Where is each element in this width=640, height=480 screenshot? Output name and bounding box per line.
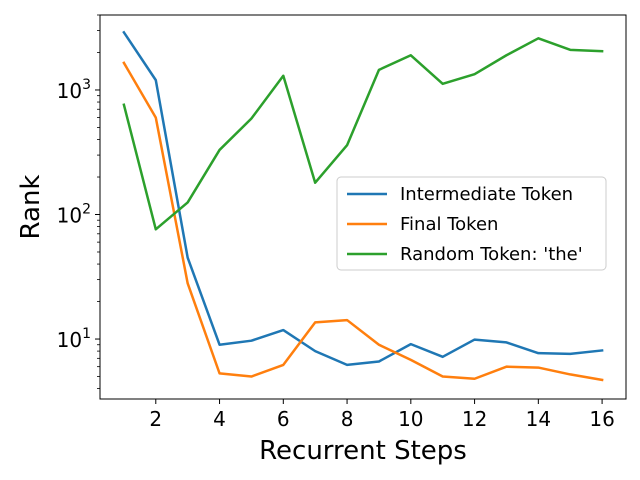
series-line-0 [122, 30, 604, 367]
series-line-2 [122, 37, 604, 231]
x-tick-label: 16 [589, 407, 614, 431]
legend-label-1: Final Token [400, 214, 498, 235]
series-layer [122, 30, 604, 382]
x-tick-label: 12 [462, 407, 487, 431]
x-tick-label: 10 [398, 407, 423, 431]
x-tick-label: 6 [277, 407, 290, 431]
plot-frame [99, 14, 627, 400]
legend-label-0: Intermediate Token [400, 184, 573, 205]
x-tick-label: 2 [149, 407, 162, 431]
y-tick-label: 101 [57, 326, 91, 352]
y-tick-label: 103 [57, 77, 91, 103]
x-tick-label: 14 [526, 407, 551, 431]
x-tick-label: 8 [341, 407, 354, 431]
legend-label-2: Random Token: 'the' [400, 244, 583, 265]
legend: Intermediate Token Final Token Random Toke… [336, 176, 607, 271]
x-axis-ticks: 2 4 6 8 10 12 14 16 [149, 399, 615, 431]
series-line-1 [122, 61, 604, 382]
y-axis-label: Rank [16, 175, 46, 240]
y-tick-label: 102 [57, 202, 91, 228]
y-axis-ticks: 101 102 103 [57, 14, 100, 389]
x-tick-label: 4 [213, 407, 226, 431]
x-axis-label: Recurrent Steps [259, 436, 467, 466]
legend-box [336, 176, 607, 271]
